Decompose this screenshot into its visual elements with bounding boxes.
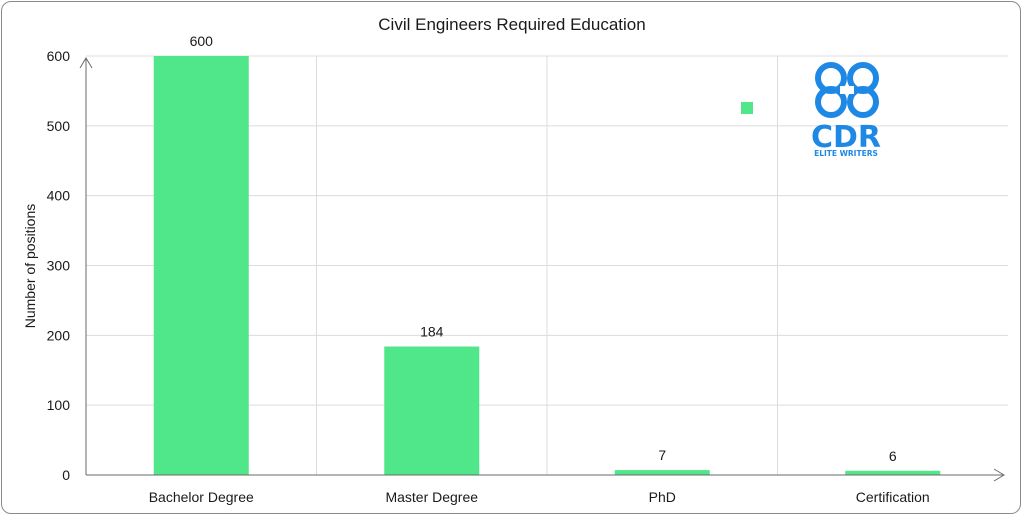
data-label: 6 [889,448,897,464]
data-label: 600 [190,33,214,49]
bar [614,470,710,475]
y-tick-label: 100 [47,397,71,413]
logo-subtext: ELITE WRITERS [814,149,878,158]
bar [384,346,480,475]
x-category-labels: Bachelor Degree Master Degree PhD Certifica… [149,489,930,505]
y-tick-label: 500 [47,118,71,134]
data-label: 184 [420,324,444,340]
data-label: 7 [658,447,666,463]
y-tick-label: 300 [47,258,71,274]
y-axis-arrow [79,57,93,69]
chart-title: Civil Engineers Required Education [378,15,645,34]
x-tick-label: Master Degree [385,489,478,505]
x-tick-label: Bachelor Degree [149,489,254,505]
bars [153,56,941,475]
y-tick-label: 0 [62,467,70,483]
y-tick-label: 200 [47,327,71,343]
logo-mark [815,62,879,118]
y-tick-labels: 0 100 200 300 400 500 600 [47,48,71,483]
x-tick-label: PhD [649,489,676,505]
x-axis-arrow [993,468,1005,482]
legend-marker [741,102,753,114]
y-tick-label: 600 [47,48,71,64]
bar [845,470,941,475]
bar [153,56,249,475]
logo-text: CDR [811,120,881,155]
y-tick-label: 400 [47,188,71,204]
y-axis-label: Number of positions [22,204,38,329]
x-tick-label: Certification [856,489,930,505]
data-labels: 600 184 7 6 [190,33,897,464]
cdr-logo: CDR ELITE WRITERS [811,62,881,158]
